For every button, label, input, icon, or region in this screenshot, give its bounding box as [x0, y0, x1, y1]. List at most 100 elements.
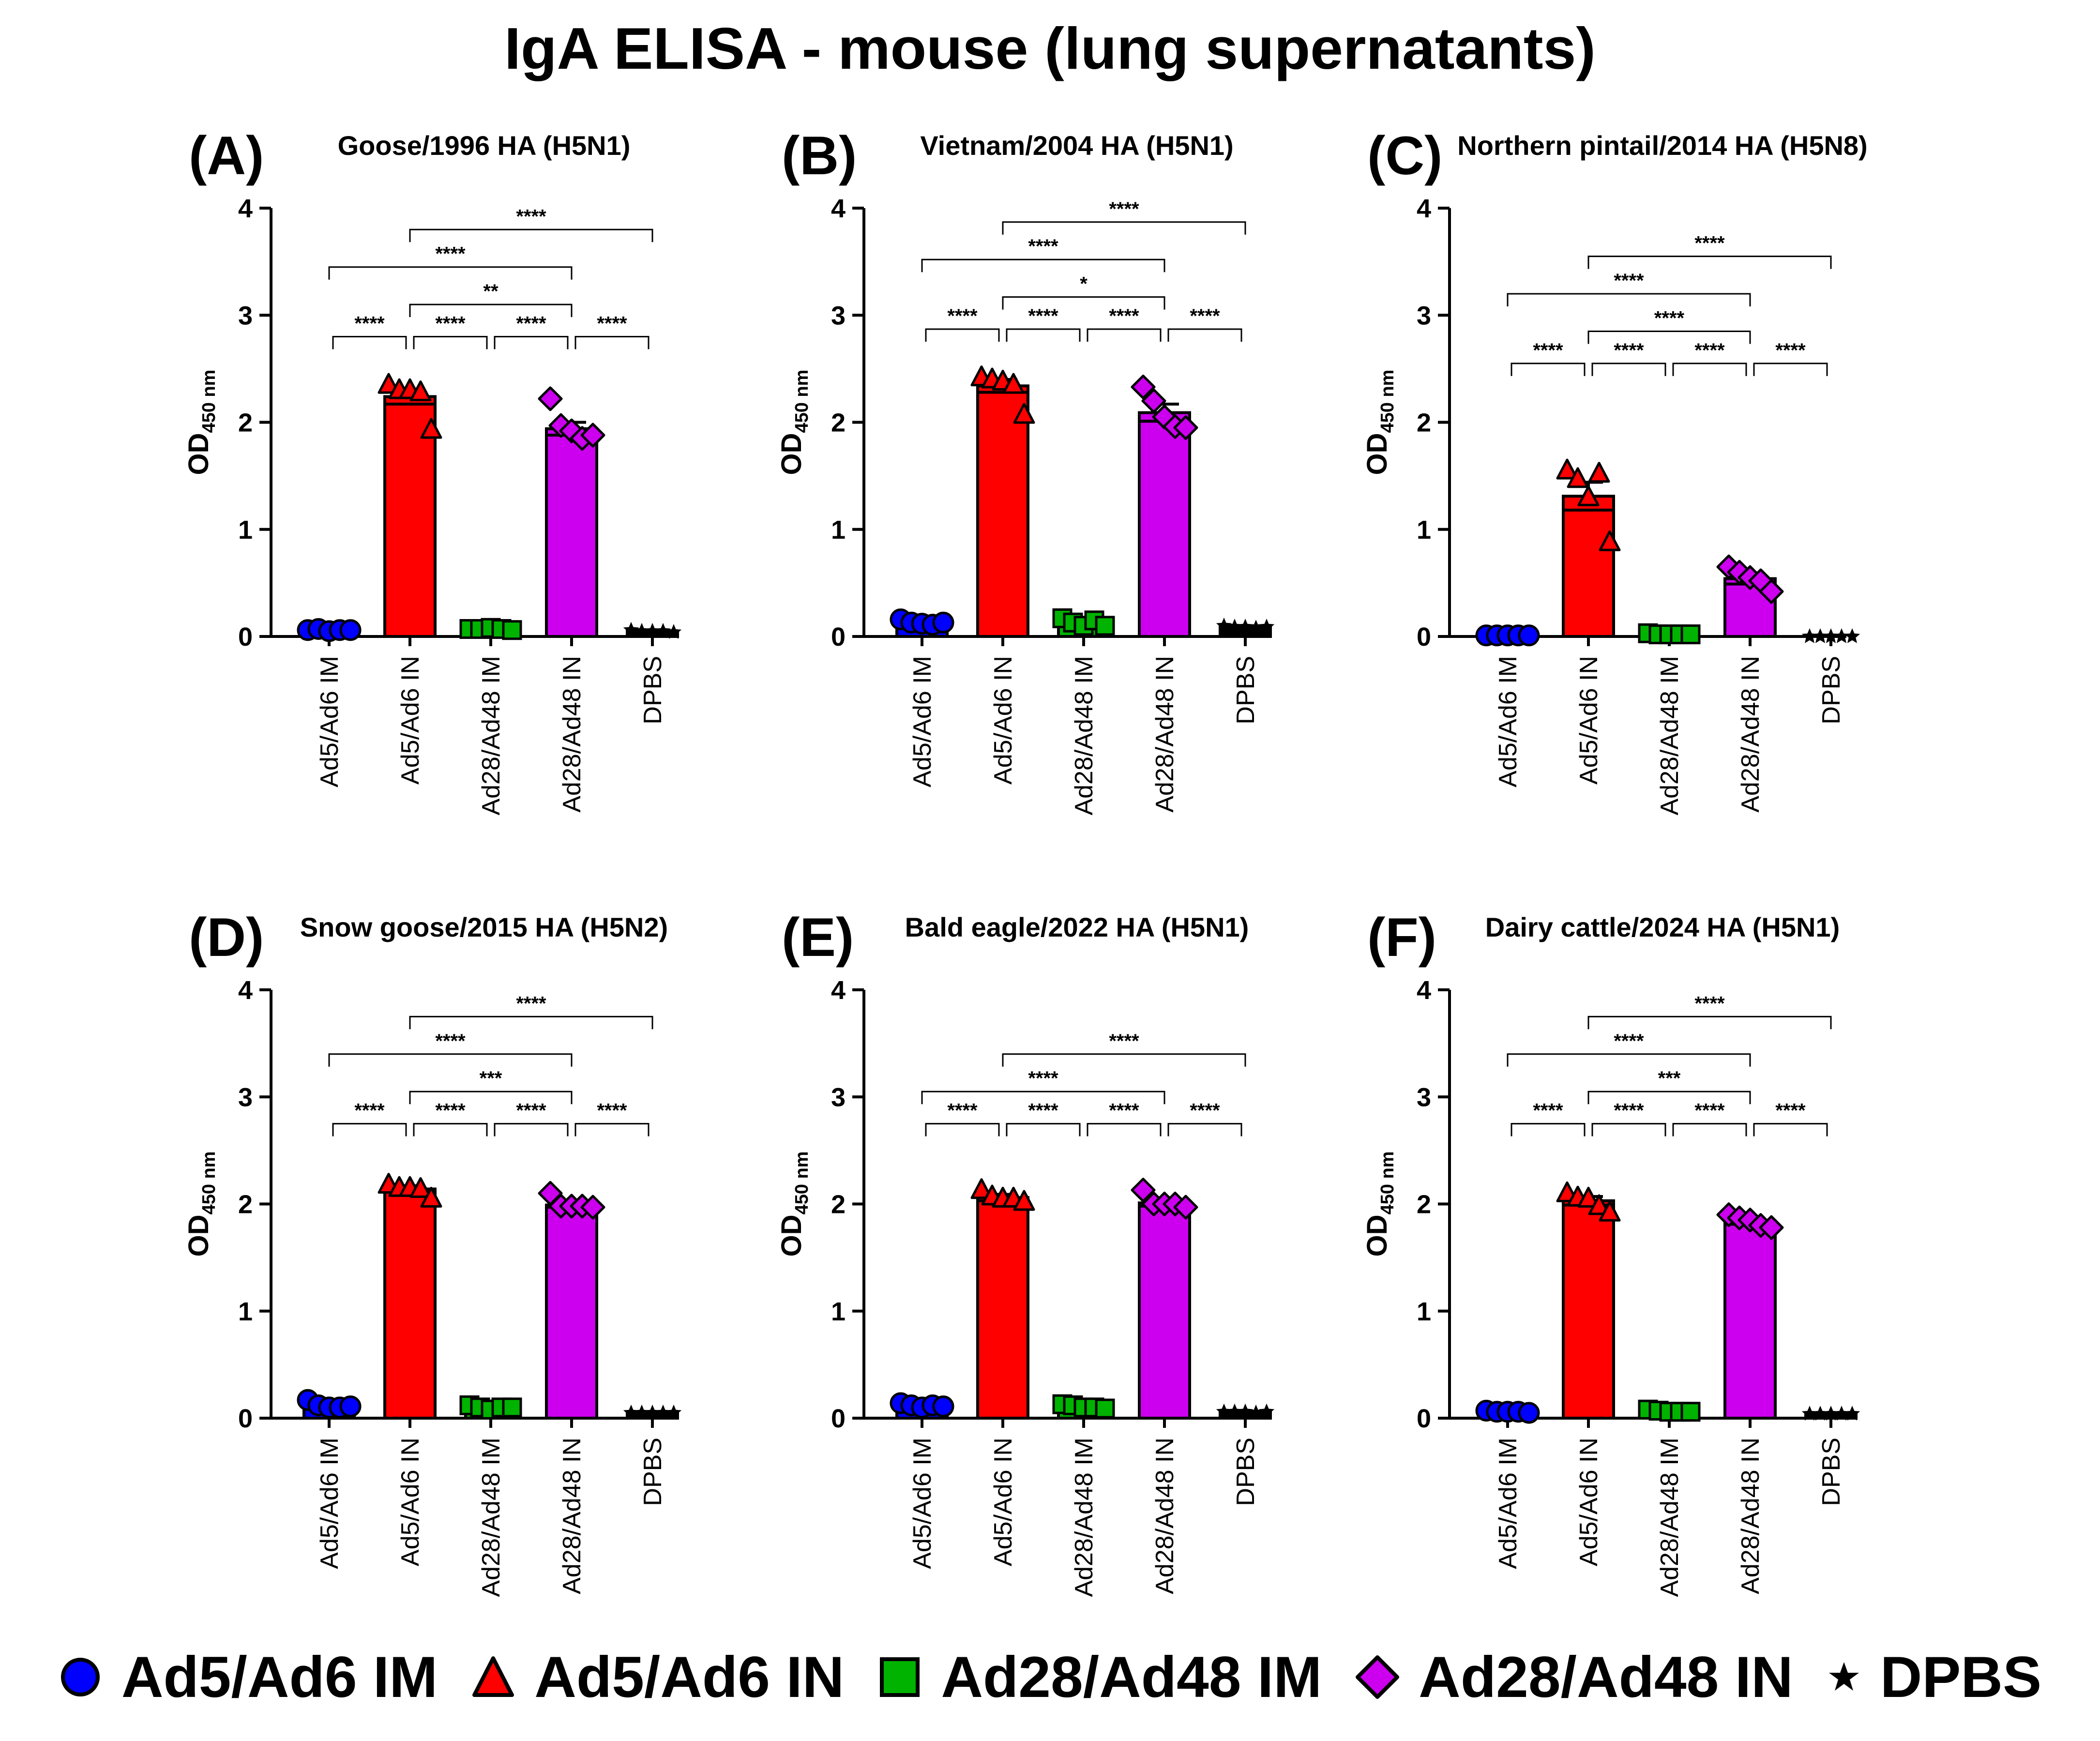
- significance-label: ****: [1190, 1100, 1220, 1121]
- panel-title: Northern pintail/2014 HA (H5N8): [1457, 130, 1867, 161]
- panel-label: (A): [189, 125, 264, 186]
- significance-label: ****: [1775, 1100, 1806, 1121]
- x-tick-label: Ad28/Ad48 IM: [477, 1438, 505, 1597]
- x-tick-label: Ad5/Ad6 IN: [396, 1438, 424, 1566]
- significance-label: ****: [1109, 305, 1139, 327]
- data-point: [1216, 1403, 1232, 1419]
- significance-bracket: [1002, 1053, 1246, 1067]
- data-point: [1248, 620, 1264, 635]
- panel-label: (F): [1367, 907, 1436, 968]
- y-tick-label: 3: [238, 1083, 253, 1112]
- panel-f: (F) Dairy cattle/2024 HA (H5N1) OD450 nm 0 1…: [1361, 907, 1860, 1597]
- significance-bracket: [413, 336, 488, 349]
- significance-bracket: [409, 1015, 653, 1029]
- significance-bracket: [1587, 1090, 1751, 1105]
- data-point: [1833, 1406, 1850, 1421]
- square-marker-icon: [880, 1657, 920, 1697]
- x-tick-label: Ad5/Ad6 IN: [396, 656, 424, 785]
- data-point: [538, 386, 563, 411]
- panel-label: (B): [782, 125, 857, 186]
- data-point: [623, 1404, 639, 1420]
- bar: [1562, 495, 1615, 638]
- significance-bracket: [1507, 293, 1751, 306]
- x-tick-label: Ad5/Ad6 IN: [989, 656, 1017, 785]
- significance-bracket: [1087, 1123, 1162, 1136]
- significance-bracket: [1006, 1123, 1081, 1136]
- significance-bracket: [409, 228, 653, 242]
- data-point: [1173, 415, 1198, 440]
- data-point: [1131, 374, 1156, 399]
- significance-label: ****: [1614, 1030, 1644, 1052]
- y-tick-label: 3: [1417, 1083, 1431, 1112]
- data-point: [1833, 628, 1850, 643]
- bar: [545, 1203, 598, 1420]
- significance-bracket: [925, 328, 1000, 342]
- legend-item-ad5-ad6-in: Ad5/Ad6 IN: [471, 1644, 844, 1711]
- data-point: [1588, 1194, 1610, 1215]
- panel-label: (C): [1367, 125, 1442, 186]
- data-point: [1237, 619, 1254, 634]
- significance-bracket: [1591, 1123, 1666, 1136]
- data-point: [580, 423, 605, 448]
- data-point: [1518, 1402, 1540, 1424]
- significance-bracket: [1511, 363, 1586, 376]
- legend-label: Ad28/Ad48 IM: [941, 1645, 1322, 1710]
- data-point: [1823, 628, 1839, 643]
- data-point: [1258, 1403, 1275, 1419]
- diamond-marker-icon: [1356, 1655, 1400, 1699]
- legend-item-ad5-ad6-im: Ad5/Ad6 IM: [59, 1644, 438, 1711]
- y-axis-label: OD450 nm: [776, 1151, 812, 1257]
- significance-label: ****: [516, 993, 546, 1014]
- y-tick-label: 3: [831, 1083, 846, 1112]
- panel-title: Dairy cattle/2024 HA (H5N1): [1485, 912, 1840, 942]
- y-tick-label: 1: [238, 1297, 253, 1326]
- y-tick-label: 0: [1417, 1404, 1431, 1433]
- legend-label: DPBS: [1880, 1645, 2042, 1710]
- y-tick-label: 1: [1417, 515, 1431, 545]
- significance-label: ****: [435, 243, 466, 265]
- significance-label: ****: [516, 313, 546, 334]
- data-point: [1226, 619, 1243, 634]
- significance-label: ****: [1694, 1100, 1725, 1121]
- data-point: [1556, 458, 1578, 480]
- data-point: [409, 1177, 432, 1198]
- data-point: [932, 1395, 954, 1418]
- y-axis-label: OD450 nm: [183, 370, 219, 475]
- data-point: [580, 1195, 605, 1220]
- significance-bracket: [921, 1090, 1165, 1105]
- data-point: [1577, 1186, 1600, 1208]
- legend-label: Ad5/Ad6 IM: [121, 1645, 438, 1710]
- data-point: [1095, 1398, 1115, 1419]
- significance-bracket: [1167, 1123, 1242, 1136]
- x-tick-label: Ad28/Ad48 IM: [477, 656, 505, 816]
- significance-bracket: [1002, 221, 1246, 235]
- x-tick-label: DPBS: [1232, 656, 1260, 725]
- panel-title: Snow goose/2015 HA (H5N2): [300, 912, 668, 942]
- figure-title: IgA ELISA - mouse (lung supernatants): [504, 15, 1596, 81]
- y-tick-label: 2: [238, 1190, 253, 1219]
- data-point: [1518, 624, 1540, 647]
- significance-bracket: [494, 336, 569, 349]
- y-tick-label: 2: [1417, 409, 1431, 438]
- data-point: [1599, 1200, 1621, 1222]
- panel-a: (A) Goose/1996 HA (H5N1) OD450 nm 0 1 2 3 4 Ad5/…: [183, 125, 682, 816]
- data-point: [1680, 624, 1701, 645]
- significance-bracket: [1006, 328, 1081, 342]
- x-tick-label: Ad5/Ad6 IN: [989, 1438, 1017, 1566]
- legend: Ad5/Ad6 IM Ad5/Ad6 IN Ad28/Ad48 IM Ad28/…: [0, 1641, 2100, 1713]
- y-tick-label: 2: [831, 1190, 846, 1219]
- x-tick-label: Ad28/Ad48 IN: [1737, 656, 1765, 813]
- significance-label: ****: [435, 313, 466, 334]
- significance-bracket: [409, 1090, 573, 1105]
- significance-label: ****: [1694, 340, 1725, 361]
- y-tick-label: 0: [1417, 622, 1431, 651]
- panel-title: Vietnam/2004 HA (H5N1): [920, 130, 1233, 161]
- significance-bracket: [1511, 1123, 1586, 1136]
- x-tick-label: Ad28/Ad48 IM: [1070, 1438, 1098, 1597]
- significance-label: ****: [597, 1100, 627, 1121]
- significance-label: ****: [1190, 305, 1220, 327]
- panel-b: (B) Vietnam/2004 HA (H5N1) OD450 nm 0 1 2 3 4 Ad…: [776, 125, 1275, 816]
- y-tick-label: 3: [238, 301, 253, 330]
- x-tick-label: Ad28/Ad48 IN: [558, 1438, 586, 1594]
- y-axis-label: OD450 nm: [776, 370, 812, 475]
